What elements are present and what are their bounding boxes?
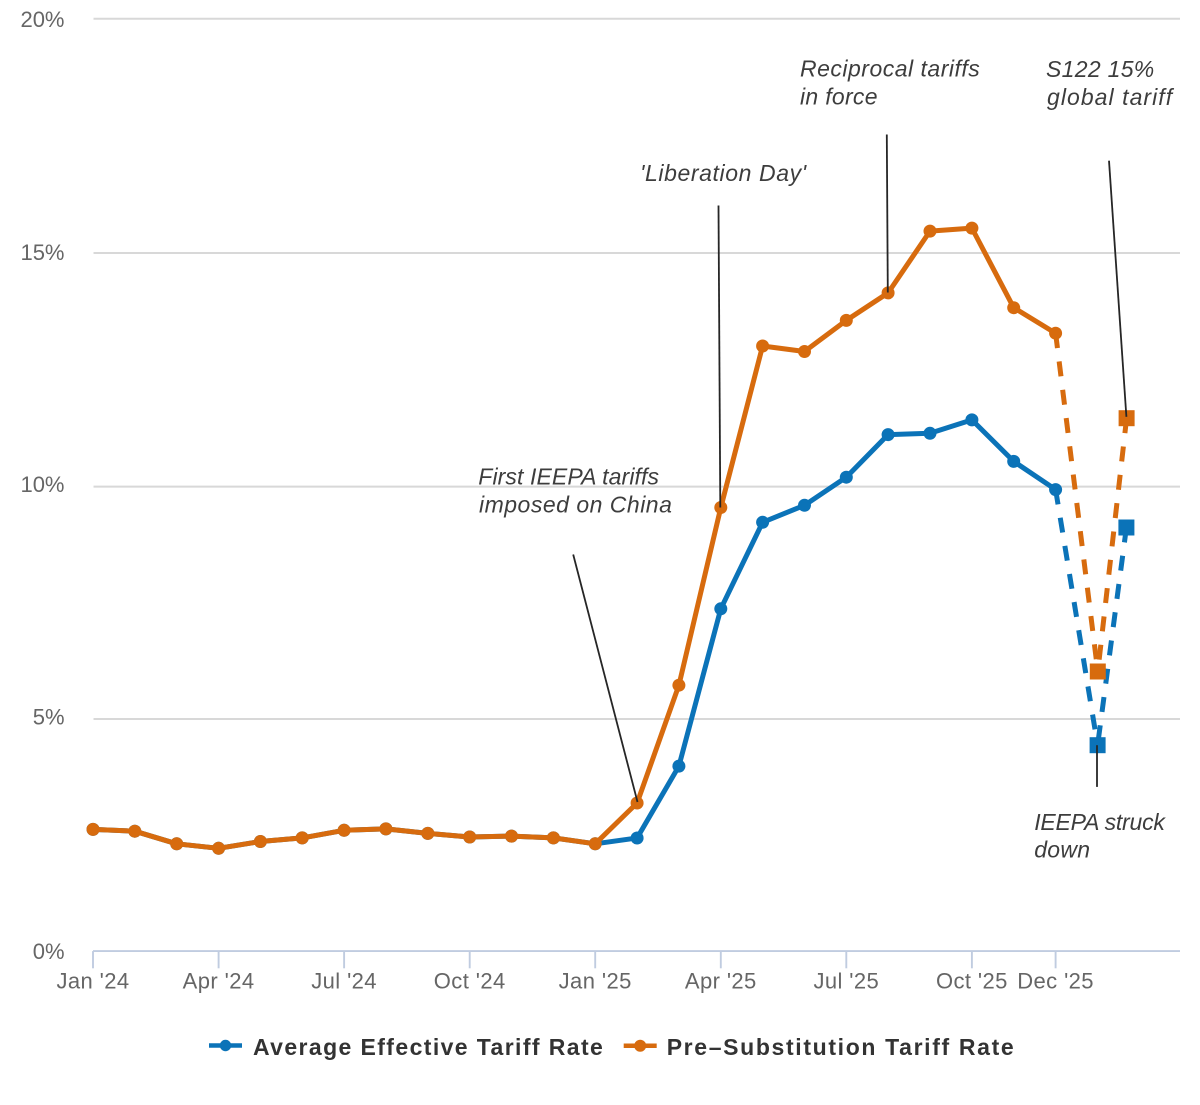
svg-text:10%: 10% bbox=[20, 472, 64, 497]
svg-text:in force: in force bbox=[800, 84, 878, 110]
svg-text:First IEEPA tariffs: First IEEPA tariffs bbox=[478, 463, 659, 489]
svg-text:imposed on China: imposed on China bbox=[479, 491, 672, 517]
svg-text:Jul '24: Jul '24 bbox=[311, 969, 377, 994]
svg-text:20%: 20% bbox=[20, 7, 64, 32]
svg-text:Apr '24: Apr '24 bbox=[183, 969, 255, 994]
svg-text:global tariff: global tariff bbox=[1047, 84, 1175, 110]
svg-text:5%: 5% bbox=[33, 705, 65, 730]
svg-text:Reciprocal tariffs: Reciprocal tariffs bbox=[800, 56, 980, 82]
svg-text:Jan '24: Jan '24 bbox=[56, 969, 129, 994]
svg-text:S122 15%: S122 15% bbox=[1046, 56, 1155, 82]
svg-text:down: down bbox=[1034, 837, 1090, 863]
svg-text:'Liberation Day': 'Liberation Day' bbox=[640, 160, 808, 186]
svg-text:Jan '25: Jan '25 bbox=[559, 969, 632, 994]
svg-text:Jul '25: Jul '25 bbox=[813, 969, 879, 994]
svg-text:Oct '24: Oct '24 bbox=[434, 969, 506, 994]
svg-text:0%: 0% bbox=[33, 939, 65, 964]
svg-text:Pre–Substitution Tariff Rate: Pre–Substitution Tariff Rate bbox=[667, 1034, 1016, 1060]
svg-text:Oct '25: Oct '25 bbox=[936, 969, 1008, 994]
svg-text:Average Effective Tariff Rate: Average Effective Tariff Rate bbox=[253, 1034, 604, 1060]
svg-text:Dec '25: Dec '25 bbox=[1017, 969, 1094, 994]
svg-text:Apr '25: Apr '25 bbox=[685, 969, 757, 994]
svg-text:IEEPA struck: IEEPA struck bbox=[1034, 809, 1166, 835]
svg-text:15%: 15% bbox=[20, 240, 64, 265]
